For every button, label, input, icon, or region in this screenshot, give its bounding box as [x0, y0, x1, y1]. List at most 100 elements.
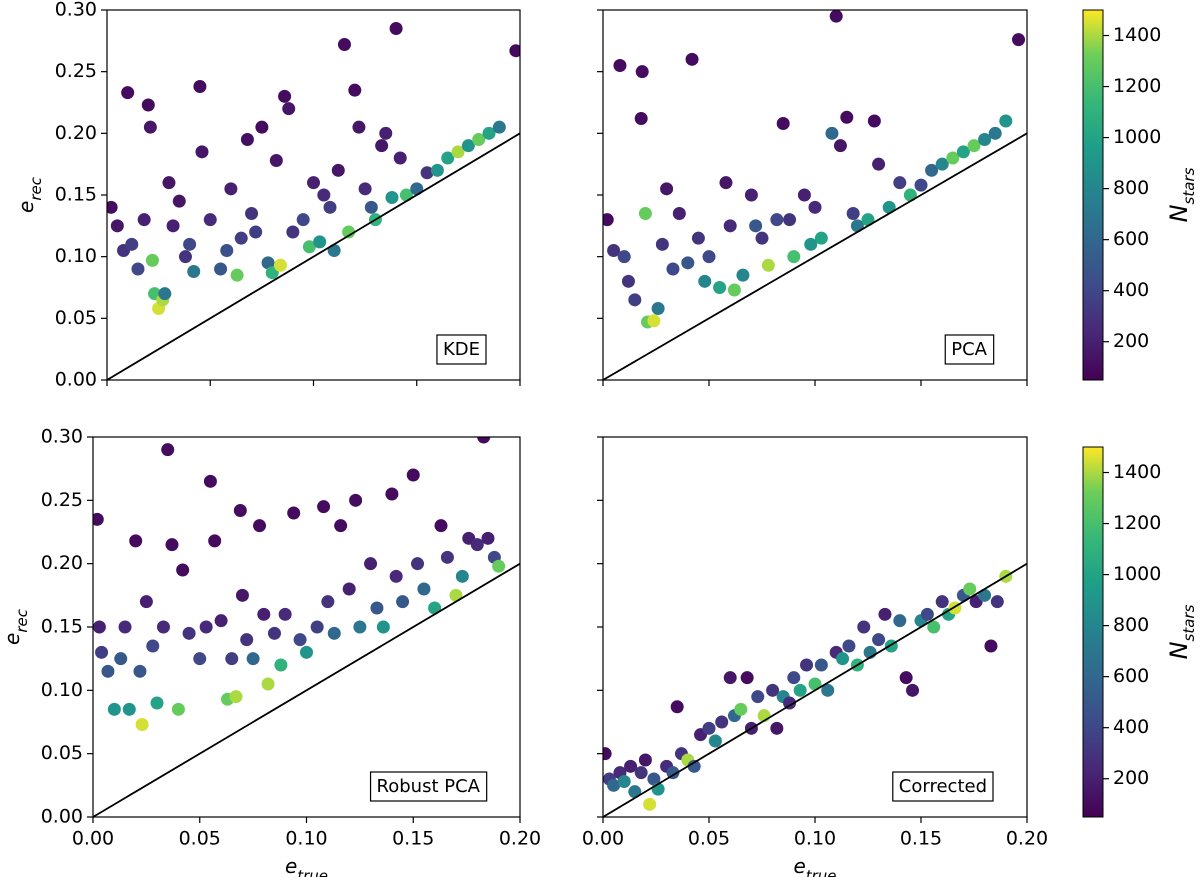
- axis-label-base: e: [793, 854, 805, 877]
- point: [267, 626, 281, 640]
- point: [634, 766, 648, 780]
- point: [455, 569, 469, 583]
- point: [702, 721, 716, 735]
- point: [131, 262, 145, 276]
- point: [449, 588, 463, 602]
- colorbar-tick-label: 400: [1113, 716, 1149, 738]
- point: [240, 133, 254, 146]
- x-tick-label: 0.05: [688, 828, 730, 850]
- point: [990, 595, 1004, 609]
- point: [1012, 33, 1026, 47]
- x-tick-label: 0.20: [499, 828, 541, 850]
- point: [141, 98, 155, 112]
- annotation-box: [892, 771, 994, 802]
- point: [370, 601, 384, 615]
- point: [327, 626, 341, 640]
- point: [708, 734, 722, 748]
- point: [348, 83, 362, 97]
- point: [352, 120, 366, 134]
- point: [161, 443, 175, 457]
- panel: PCA 200 400 600 800 1000 1200 1400 Nstars: [597, 9, 1198, 386]
- point: [920, 607, 934, 621]
- point: [787, 250, 801, 264]
- point: [389, 569, 403, 583]
- annotation: Corrected: [899, 776, 987, 797]
- point: [156, 620, 170, 634]
- point: [846, 207, 860, 220]
- point: [808, 677, 822, 691]
- x-tick-label: 0.05: [179, 828, 221, 850]
- point: [417, 582, 431, 596]
- point: [274, 658, 288, 672]
- point: [93, 620, 106, 634]
- point: [727, 283, 741, 297]
- point: [385, 487, 399, 501]
- point: [406, 468, 420, 482]
- point: [249, 225, 263, 239]
- axis-label-base: e: [285, 854, 297, 877]
- point: [821, 683, 835, 697]
- point: [461, 139, 475, 153]
- colorbar-tick-label: 800: [1113, 177, 1149, 199]
- point: [317, 188, 331, 202]
- point: [603, 213, 614, 227]
- point: [766, 683, 780, 697]
- point: [286, 225, 300, 239]
- point: [836, 652, 850, 666]
- point: [603, 747, 612, 761]
- point: [607, 244, 621, 257]
- point: [984, 639, 998, 653]
- x-tick-label: 0.15: [900, 828, 942, 850]
- point: [808, 200, 822, 214]
- point: [245, 207, 259, 220]
- axis-label-base: e: [14, 201, 38, 213]
- point: [647, 314, 661, 328]
- point: [214, 614, 228, 628]
- point: [978, 133, 992, 146]
- point: [95, 645, 109, 659]
- point: [393, 151, 407, 165]
- axis-label-sub: stars: [1180, 604, 1198, 641]
- point: [719, 176, 733, 190]
- points: [93, 437, 506, 732]
- point: [389, 22, 403, 35]
- point: [655, 237, 669, 251]
- point: [224, 182, 238, 196]
- point: [129, 534, 143, 548]
- point: [660, 182, 674, 196]
- colorbar-tick-label: 200: [1113, 767, 1149, 789]
- point: [617, 250, 631, 264]
- point: [114, 652, 128, 666]
- point: [967, 139, 981, 153]
- point: [430, 163, 444, 177]
- point: [331, 163, 345, 177]
- point: [628, 785, 642, 799]
- point: [293, 633, 307, 647]
- point: [420, 166, 434, 180]
- point: [214, 262, 228, 276]
- annotation: Robust PCA: [377, 776, 481, 797]
- y-tick-label: 0.00: [55, 369, 97, 391]
- point: [302, 240, 316, 254]
- colorbar-tick-label: 1400: [1113, 461, 1161, 483]
- axis-label: erec: [14, 176, 45, 213]
- point: [482, 126, 496, 140]
- point: [122, 702, 136, 716]
- point: [199, 620, 213, 634]
- point: [334, 519, 348, 533]
- point: [282, 102, 296, 116]
- point: [638, 753, 652, 767]
- point: [183, 237, 197, 251]
- colorbar-tick-label: 600: [1113, 665, 1149, 687]
- point: [178, 250, 192, 264]
- point: [145, 253, 159, 267]
- point: [273, 258, 287, 272]
- point: [187, 264, 201, 278]
- point: [481, 531, 495, 545]
- point: [509, 44, 520, 58]
- annotation-box: [436, 334, 487, 365]
- y-tick-label: 0.05: [41, 742, 83, 764]
- point: [685, 52, 699, 66]
- point: [783, 696, 797, 710]
- points: [603, 569, 1013, 811]
